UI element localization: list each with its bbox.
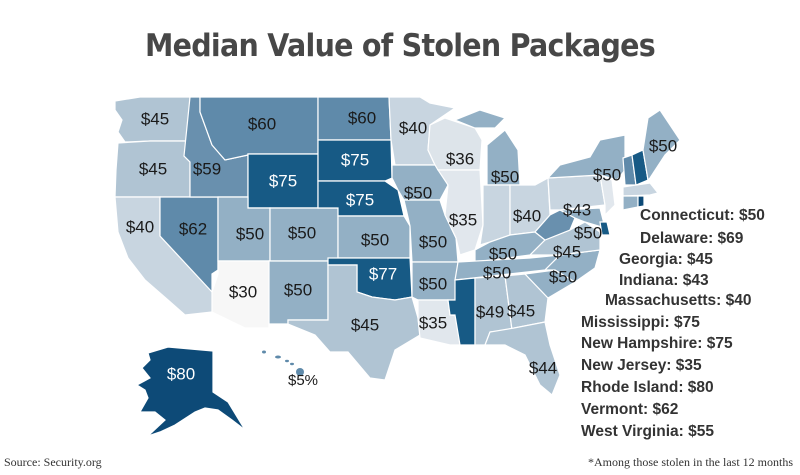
state-MD <box>557 207 606 229</box>
label-NC: $50 <box>549 267 577 286</box>
label-VA: $45 <box>553 242 581 261</box>
label-MI: $50 <box>491 167 519 186</box>
chart-title: Median Value of Stolen Packages <box>145 28 656 64</box>
label-GA: $45 <box>507 301 535 320</box>
label-FL: $44 <box>529 358 557 377</box>
label-TX: $45 <box>351 315 379 334</box>
state-KS <box>337 215 411 259</box>
label-HI: $5% <box>288 372 318 389</box>
label-NY: $50 <box>593 165 621 184</box>
state-HI <box>262 350 304 376</box>
label-ME: $50 <box>649 136 677 155</box>
label-ND: $60 <box>348 108 376 127</box>
callout-georgia: Georgia: $45 <box>619 251 713 268</box>
label-WY: $75 <box>269 171 297 190</box>
label-AL: $49 <box>476 302 504 321</box>
label-MT: $60 <box>248 114 276 133</box>
state-SD <box>317 139 393 182</box>
callout-rhode-island: Rhode Island: $80 <box>581 379 714 396</box>
label-WA: $45 <box>141 109 169 128</box>
state-CT <box>622 195 639 211</box>
state-MI <box>486 129 521 186</box>
callout-delaware: Delaware: $69 <box>640 230 744 247</box>
label-MD: $50 <box>574 223 602 242</box>
label-OH: $40 <box>513 206 541 225</box>
label-NV: $62 <box>179 219 207 238</box>
state-ME <box>642 109 681 182</box>
label-NM: $50 <box>284 280 312 299</box>
label-AR: $50 <box>419 274 447 293</box>
label-OR: $45 <box>139 159 167 178</box>
label-KS: $50 <box>361 230 389 249</box>
label-SD: $75 <box>341 150 369 169</box>
state-MA <box>622 182 660 197</box>
label-MN: $40 <box>399 118 427 137</box>
label-ID: $59 <box>193 159 221 178</box>
callout-new-jersey: New Jersey: $35 <box>581 357 702 374</box>
label-PA: $43 <box>563 200 591 219</box>
label-NE: $75 <box>346 190 374 209</box>
label-LA: $35 <box>419 313 447 332</box>
label-CO: $50 <box>288 223 316 242</box>
footnote: *Among those stolen in the last 12 month… <box>588 455 793 469</box>
state-IL <box>436 169 484 256</box>
label-TN: $50 <box>483 263 511 282</box>
callout-massachusetts: Massachusetts: $40 <box>605 292 752 309</box>
state-DE <box>599 221 611 236</box>
label-KY: $50 <box>489 244 517 263</box>
label-WI: $36 <box>446 149 474 168</box>
callout-vermont: Vermont: $62 <box>581 401 679 418</box>
callout-connecticut: Connecticut: $50 <box>640 207 765 224</box>
label-CA: $40 <box>126 217 154 236</box>
label-AK: $80 <box>167 364 195 383</box>
callout-indiana: Indiana: $43 <box>619 272 709 289</box>
label-UT: $50 <box>236 224 264 243</box>
label-AZ: $30 <box>229 282 257 301</box>
label-OK: $77 <box>369 264 397 283</box>
state-FL <box>484 321 561 396</box>
callout-new-hampshire: New Hampshire: $75 <box>581 335 733 352</box>
state-NJ <box>599 174 616 217</box>
state-MO <box>403 199 459 263</box>
source-note: Source: Security.org <box>4 455 102 469</box>
state-RI <box>637 195 645 208</box>
state-MI-UP <box>453 109 507 129</box>
state-AK <box>135 346 246 437</box>
label-IA: $50 <box>404 183 432 202</box>
callout-mississippi: Mississippi: $75 <box>581 314 700 331</box>
label-MO: $50 <box>419 232 447 251</box>
state-TX <box>287 264 421 381</box>
callout-west-virginia: West Virginia: $55 <box>581 423 714 440</box>
label-IL: $35 <box>449 210 477 229</box>
